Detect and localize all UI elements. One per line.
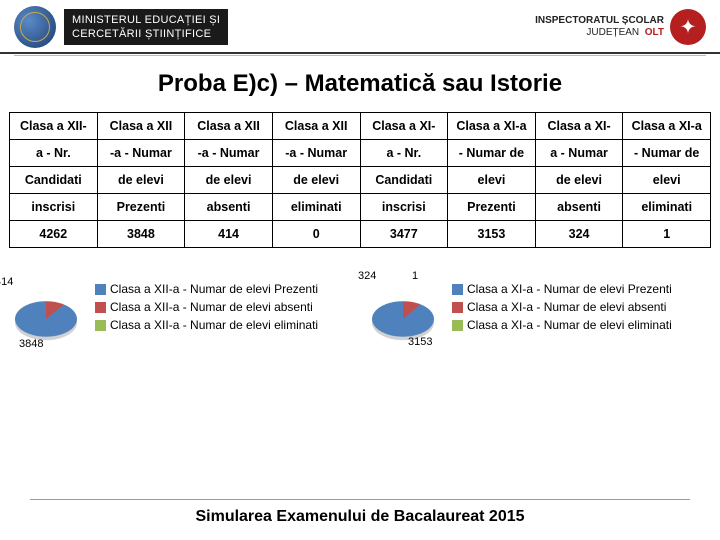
- ministry-line2: CERCETĂRII ȘTIINȚIFICE: [72, 27, 220, 41]
- cell: -a - Numar: [272, 140, 360, 167]
- ministry-name: MINISTERUL EDUCAȚIEI ȘI CERCETĂRII ȘTIIN…: [64, 9, 228, 46]
- swatch-icon: [452, 302, 463, 313]
- cell: de elevi: [185, 167, 273, 194]
- cell: elevi: [623, 167, 711, 194]
- isj-line1: INSPECTORATUL ȘCOLAR: [535, 15, 664, 28]
- cell: Clasa a XI-a: [448, 113, 536, 140]
- cell: Prezenti: [448, 194, 536, 221]
- cell: -a - Numar: [97, 140, 185, 167]
- table-row: Clasa a XII- Clasa a XII Clasa a XII Cla…: [10, 113, 711, 140]
- pie-xi-label-a: 324: [358, 270, 376, 282]
- cell: inscrisi: [10, 194, 98, 221]
- cell: Clasa a XII: [185, 113, 273, 140]
- cell: 3848: [97, 221, 185, 248]
- header-left: MINISTERUL EDUCAȚIEI ȘI CERCETĂRII ȘTIIN…: [14, 6, 228, 48]
- cell: eliminati: [623, 194, 711, 221]
- cell: Clasa a XI-a: [623, 113, 711, 140]
- footer-divider: [30, 499, 690, 500]
- cell: Prezenti: [97, 194, 185, 221]
- legend-item: Clasa a XI-a - Numar de elevi Prezenti: [452, 282, 672, 296]
- cell: a - Numar: [535, 140, 623, 167]
- cell: absenti: [535, 194, 623, 221]
- cell: absenti: [185, 194, 273, 221]
- swatch-icon: [95, 284, 106, 295]
- romania-seal-icon: [14, 6, 56, 48]
- cell: 3477: [360, 221, 448, 248]
- cell: de elevi: [535, 167, 623, 194]
- cell: Clasa a XI-: [360, 113, 448, 140]
- cell: 414: [185, 221, 273, 248]
- pie-xii-label-b: 3848: [19, 338, 43, 350]
- page-title: Proba E)c) – Matematică sau Istorie: [0, 70, 720, 98]
- cell: 0: [272, 221, 360, 248]
- pie-xii-wrap: 414 3848: [9, 278, 89, 354]
- legend-item: Clasa a XII-a - Numar de elevi absenti: [95, 300, 318, 314]
- cell: elevi: [448, 167, 536, 194]
- footer-text: Simularea Examenului de Bacalaureat 2015: [0, 508, 720, 526]
- swatch-icon: [452, 284, 463, 295]
- cell: - Numar de: [448, 140, 536, 167]
- cell: - Numar de: [623, 140, 711, 167]
- table-row: 4262 3848 414 0 3477 3153 324 1: [10, 221, 711, 248]
- ministry-line1: MINISTERUL EDUCAȚIEI ȘI: [72, 13, 220, 27]
- pie-xi-wrap: 324 1 3153: [366, 278, 446, 354]
- isj-line2: JUDEȚEAN OLT: [535, 27, 664, 40]
- table-row: a - Nr. -a - Numar -a - Numar -a - Numar…: [10, 140, 711, 167]
- cell: Clasa a XII: [97, 113, 185, 140]
- swatch-icon: [95, 302, 106, 313]
- pie-xi-label-b: 1: [412, 270, 418, 282]
- data-table: Clasa a XII- Clasa a XII Clasa a XII Cla…: [9, 112, 711, 248]
- chart-xi: 324 1 3153 Clasa a XI-a - Numar de elevi…: [366, 278, 711, 354]
- cell: de elevi: [97, 167, 185, 194]
- legend-item: Clasa a XI-a - Numar de elevi eliminati: [452, 318, 672, 332]
- isj-logo-icon: [670, 9, 706, 45]
- cell: Clasa a XII-: [10, 113, 98, 140]
- cell: inscrisi: [360, 194, 448, 221]
- chart-xii: 414 3848 Clasa a XII-a - Numar de elevi …: [9, 278, 354, 354]
- pie-xii-label-a: 414: [0, 276, 13, 288]
- cell: a - Nr.: [360, 140, 448, 167]
- legend-xii: Clasa a XII-a - Numar de elevi Prezenti …: [95, 278, 318, 332]
- cell: 1: [623, 221, 711, 248]
- charts-area: 414 3848 Clasa a XII-a - Numar de elevi …: [9, 278, 711, 354]
- cell: eliminati: [272, 194, 360, 221]
- swatch-icon: [452, 320, 463, 331]
- header-divider: [14, 55, 706, 56]
- cell: Clasa a XI-: [535, 113, 623, 140]
- legend-item: Clasa a XI-a - Numar de elevi absenti: [452, 300, 672, 314]
- swatch-icon: [95, 320, 106, 331]
- cell: 4262: [10, 221, 98, 248]
- table-row: inscrisi Prezenti absenti eliminati insc…: [10, 194, 711, 221]
- cell: a - Nr.: [10, 140, 98, 167]
- isj-name: INSPECTORATUL ȘCOLAR JUDEȚEAN OLT: [535, 15, 664, 40]
- legend-item: Clasa a XII-a - Numar de elevi eliminati: [95, 318, 318, 332]
- pie-xi-label-c: 3153: [408, 336, 432, 348]
- cell: Candidati: [360, 167, 448, 194]
- cell: -a - Numar: [185, 140, 273, 167]
- cell: 324: [535, 221, 623, 248]
- table-row: Candidati de elevi de elevi de elevi Can…: [10, 167, 711, 194]
- cell: de elevi: [272, 167, 360, 194]
- cell: Candidati: [10, 167, 98, 194]
- pie-xi: [372, 301, 434, 337]
- header-right: INSPECTORATUL ȘCOLAR JUDEȚEAN OLT: [535, 9, 706, 45]
- page-header: MINISTERUL EDUCAȚIEI ȘI CERCETĂRII ȘTIIN…: [0, 0, 720, 54]
- legend-item: Clasa a XII-a - Numar de elevi Prezenti: [95, 282, 318, 296]
- cell: 3153: [448, 221, 536, 248]
- pie-xii: [15, 301, 77, 337]
- legend-xi: Clasa a XI-a - Numar de elevi Prezenti C…: [452, 278, 672, 332]
- cell: Clasa a XII: [272, 113, 360, 140]
